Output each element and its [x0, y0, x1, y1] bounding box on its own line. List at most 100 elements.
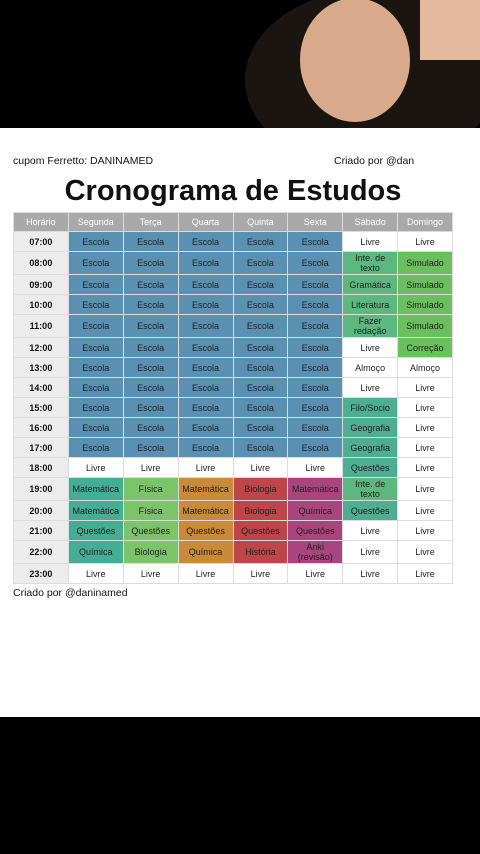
- schedule-row: 11:00 Escola Escola Escola Escola Escola Fazer…: [13, 314, 453, 338]
- activity-cell: Livre: [397, 540, 453, 564]
- activity-cell: Física: [122, 477, 179, 501]
- activity-cell: Escola: [122, 337, 179, 358]
- activity-cell: Simulado: [397, 251, 453, 275]
- schedule-row: 17:00 Escola Escola Escola Escola Escola Geogr…: [13, 437, 453, 458]
- activity-cell: Escola: [122, 397, 179, 418]
- activity-cell: Matemática: [67, 500, 124, 521]
- activity-cell: Questões: [287, 520, 344, 541]
- activity-cell: Livre: [397, 231, 453, 252]
- credit: Criado por @dan: [334, 155, 415, 167]
- time-cell: 19:00: [13, 477, 69, 501]
- activity-cell: Livre: [342, 563, 399, 584]
- schedule-row: 08:00 Escola Escola Escola Escola Escola Inte.…: [13, 251, 453, 275]
- activity-cell: Livre: [397, 437, 453, 458]
- activity-cell: Simulado: [397, 274, 453, 295]
- activity-cell: Escola: [177, 437, 234, 458]
- time-cell: 15:00: [13, 397, 69, 418]
- schedule-row: 16:00 Escola Escola Escola Escola Escola Geogr…: [13, 417, 453, 438]
- activity-cell: Livre: [342, 337, 399, 358]
- activity-cell: Escola: [287, 357, 344, 378]
- activity-cell: Gramática: [342, 274, 399, 295]
- activity-cell: Livre: [397, 563, 453, 584]
- activity-cell: Escola: [122, 417, 179, 438]
- time-cell: 09:00: [13, 274, 69, 295]
- schedule-row: 21:00 Questões Questões Questões Questões Que…: [13, 520, 453, 541]
- activity-cell: Inte. de texto: [342, 477, 399, 501]
- column-header: Quarta: [177, 212, 234, 232]
- activity-cell: Literatura: [342, 294, 399, 315]
- footer: Criado por @daninamed: [13, 587, 128, 599]
- activity-cell: Escola: [122, 231, 179, 252]
- activity-cell: Escola: [122, 437, 179, 458]
- title: Cronograma de Estudos: [64, 175, 402, 207]
- activity-cell: Inte. de texto: [342, 251, 399, 275]
- activity-cell: Escola: [122, 251, 179, 275]
- activity-cell: Escola: [232, 251, 289, 275]
- activity-cell: Escola: [232, 294, 289, 315]
- activity-cell: Livre: [177, 457, 234, 478]
- column-header: Domingo: [397, 212, 453, 232]
- activity-cell: Biologia: [232, 500, 289, 521]
- activity-cell: Escola: [122, 357, 179, 378]
- activity-cell: Livre: [232, 563, 289, 584]
- time-cell: 21:00: [13, 520, 69, 541]
- activity-cell: Matemática: [287, 477, 344, 501]
- column-header: Sábado: [342, 212, 399, 232]
- schedule-row: 22:00 Química Biologia Química História Anki …: [13, 540, 453, 564]
- time-cell: 22:00: [13, 540, 69, 564]
- activity-cell: Escola: [232, 357, 289, 378]
- activity-cell: Livre: [67, 457, 124, 478]
- activity-cell: Livre: [287, 457, 344, 478]
- activity-cell: Livre: [397, 417, 453, 438]
- activity-cell: Escola: [287, 417, 344, 438]
- schedule-row: 13:00 Escola Escola Escola Escola Escola Almoç…: [13, 357, 453, 378]
- video-person: [245, 0, 480, 128]
- activity-cell: Escola: [67, 357, 124, 378]
- activity-cell: Escola: [177, 314, 234, 338]
- activity-cell: Livre: [397, 457, 453, 478]
- activity-cell: Livre: [397, 397, 453, 418]
- coupon: cupom Ferretto: DANINAMED: [13, 155, 154, 167]
- activity-cell: Livre: [397, 500, 453, 521]
- activity-cell: Livre: [67, 563, 124, 584]
- column-header: Sexta: [287, 212, 344, 232]
- time-cell: 14:00: [13, 377, 69, 398]
- activity-cell: Escola: [122, 274, 179, 295]
- activity-cell: Matemática: [177, 500, 234, 521]
- activity-cell: Escola: [177, 294, 234, 315]
- activity-cell: Química: [287, 500, 344, 521]
- activity-cell: Almoço: [397, 357, 453, 378]
- activity-cell: Escola: [232, 274, 289, 295]
- time-cell: 16:00: [13, 417, 69, 438]
- activity-cell: Escola: [67, 314, 124, 338]
- activity-cell: Livre: [397, 477, 453, 501]
- activity-cell: Escola: [67, 437, 124, 458]
- activity-cell: Questões: [342, 457, 399, 478]
- activity-cell: Livre: [122, 457, 179, 478]
- schedule-row: 09:00 Escola Escola Escola Escola Escola Gramá…: [13, 274, 453, 295]
- activity-cell: Escola: [67, 294, 124, 315]
- activity-cell: Biologia: [122, 540, 179, 564]
- activity-cell: Escola: [122, 377, 179, 398]
- activity-cell: Física: [122, 500, 179, 521]
- activity-cell: Escola: [177, 377, 234, 398]
- activity-cell: Fazer redação: [342, 314, 399, 338]
- schedule-row: 14:00 Escola Escola Escola Escola Escola Livre…: [13, 377, 453, 398]
- activity-cell: Escola: [232, 314, 289, 338]
- activity-cell: Escola: [232, 437, 289, 458]
- activity-cell: Livre: [342, 540, 399, 564]
- activity-cell: Escola: [67, 251, 124, 275]
- schedule-row: 15:00 Escola Escola Escola Escola Escola Filo/…: [13, 397, 453, 418]
- activity-cell: Escola: [232, 397, 289, 418]
- activity-cell: Escola: [287, 397, 344, 418]
- activity-cell: Correção: [397, 337, 453, 358]
- activity-cell: Escola: [177, 417, 234, 438]
- schedule-row: 10:00 Escola Escola Escola Escola Escola Liter…: [13, 294, 453, 315]
- schedule-sheet: cupom Ferretto: DANINAMED Criado por @da…: [0, 128, 480, 717]
- activity-cell: Escola: [287, 274, 344, 295]
- activity-cell: Escola: [67, 337, 124, 358]
- schedule-row: 18:00 Livre Livre Livre Livre Livre Questões Li…: [13, 457, 453, 478]
- column-header: Horário: [13, 212, 69, 232]
- activity-cell: Química: [67, 540, 124, 564]
- activity-cell: Escola: [122, 294, 179, 315]
